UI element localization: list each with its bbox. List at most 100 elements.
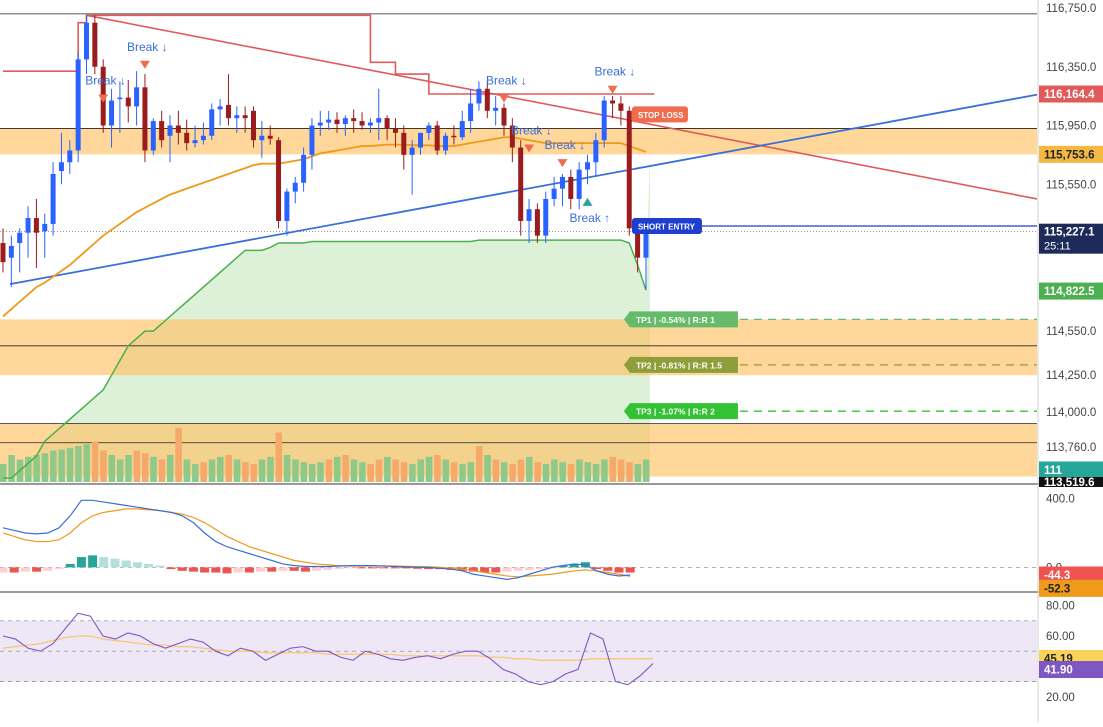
rsi-line [2,612,654,686]
volume-bar [200,462,207,482]
macd-pane [0,499,1037,581]
candle-body [451,135,457,138]
price-axis[interactable]: 116,750.0 116,350.0 115,950.0 115,550.0 114,… [1039,3,1103,704]
volume-bar [567,464,575,482]
candle-body [334,119,340,125]
price-tick-label: 113,760.0 [1046,442,1096,454]
macd-histogram-bar [401,567,411,569]
short-entry-label-box [631,218,702,235]
volume-bar [542,464,550,482]
ema-line [2,136,647,318]
volume-bar [41,453,49,482]
macd-histogram-bar [356,567,366,569]
candle-body [242,115,248,119]
candle-body [150,121,156,151]
volume-bar [175,428,182,482]
macd-histogram-bar [614,567,624,573]
volume-bar [475,446,483,482]
candle-body [468,103,474,122]
macd-histogram-bar [9,567,19,573]
break-down-label: Break ↓ [595,65,636,79]
candle-body [493,107,499,111]
volume-bar [283,455,291,482]
volume-bar [634,464,642,482]
volume-bar [292,459,299,482]
volume-bar [133,450,141,482]
price-tick-label: 115,550.0 [1046,179,1096,191]
candle-body [585,162,590,170]
volume-bar [325,459,333,482]
volume-bar [217,456,224,482]
macd-histogram-bar [99,557,109,568]
macd-histogram-bar [524,567,534,570]
volume-bar [450,462,458,482]
macd-line [2,499,631,581]
volume-bar [576,459,583,482]
macd-histogram-bar [603,567,613,571]
volume-bar [300,462,308,482]
volume-tag: 111 [1044,465,1063,477]
volume-bar [584,462,591,482]
candle-body [142,87,148,151]
macd-histogram-bar [412,567,422,569]
macd-histogram-bar [368,567,378,569]
volume-bar [434,455,441,482]
macd-histogram-bar [323,567,333,570]
macd-histogram-bar [502,567,512,572]
candle-body [217,106,223,110]
trailing-stop-line [3,239,647,479]
macd-histogram-bar [76,557,86,568]
candle-body [125,97,131,107]
target-zone-1 [0,319,1037,376]
volume-bar [642,459,650,482]
volume-bar [592,464,600,482]
candle-body [58,162,64,172]
macd-histogram-bar [312,567,322,571]
macd-histogram-bar [424,567,434,570]
volume-bar [517,459,525,482]
volume-bar [559,462,566,482]
candle-body [526,209,532,221]
rsi-ma-line [2,635,654,661]
macd-histogram-bar [166,567,176,570]
volume-bar [308,464,316,482]
volume-bar [50,450,57,482]
candle-body [84,22,89,60]
candle-body [610,100,616,104]
macd-tick-label: 400.0 [1046,494,1075,506]
macd-value-tag-box [1039,566,1103,584]
macd-histogram-bar [54,567,64,570]
candle-body [292,182,298,192]
break-down-marker [607,85,618,94]
candle-body [559,176,565,189]
volume-bar [375,459,383,482]
countdown-tag: 25:11 [1044,241,1071,253]
signal-value-tag: -52.3 [1044,583,1070,595]
macd-histogram-bar [256,567,266,572]
candle-body [476,88,482,104]
signal-value-tag-box [1039,579,1103,597]
current-price-tag: 115,227.1 [1044,227,1095,239]
candle-body [426,125,432,133]
candle-body [75,59,81,151]
candle-body [367,122,373,126]
price-tick-label: 116,750.0 [1046,3,1096,15]
volume-bar [534,462,541,482]
candle-body [418,132,423,148]
break-down-label: Break ↓ [486,74,527,88]
volume-bar [601,459,608,482]
volume-bar [242,462,249,482]
volume-bar [267,456,274,482]
tp3-label: TP3 | -1.07% | R:R 2 [636,407,715,417]
macd-histogram-bar [0,567,8,573]
break-down-label: Break ↓ [511,123,552,137]
stop-loss-label: STOP LOSS [638,111,684,120]
volume-bar [442,459,450,482]
break-down-marker [557,159,568,168]
candle-body [593,140,599,163]
macd-histogram-bar [233,567,243,573]
candle-body [8,245,14,258]
zone-price-tag-box [1039,145,1103,163]
